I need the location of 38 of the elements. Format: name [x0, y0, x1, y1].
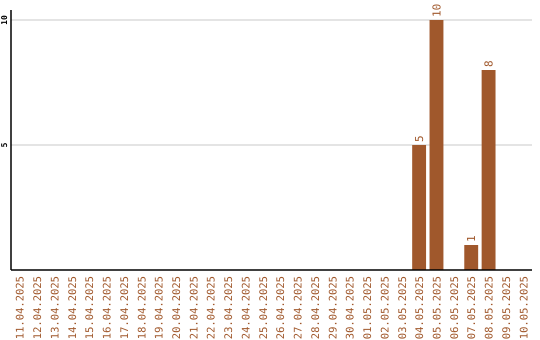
x-tick-label: 08.05.2025: [484, 276, 496, 340]
x-tick-label: 28.04.2025: [310, 276, 322, 340]
data-label: 5: [413, 135, 426, 142]
x-tick-label: 03.05.2025: [396, 276, 409, 340]
x-tick-label: 20.04.2025: [170, 276, 183, 340]
x-tick-label: 07.05.2025: [466, 276, 478, 340]
x-tick-label: 27.04.2025: [292, 276, 305, 340]
x-tick-label: 16.04.2025: [102, 276, 114, 340]
x-tick-label: 10.05.2025: [518, 276, 530, 340]
x-tick-label: 21.04.2025: [188, 276, 200, 340]
x-tick-label: 15.04.2025: [84, 276, 96, 340]
x-tick-label: 17.04.2025: [118, 276, 131, 340]
x-tick-label: 04.05.2025: [414, 276, 426, 340]
data-label: 8: [482, 60, 496, 67]
x-tick-label: 11.04.2025: [14, 276, 27, 340]
x-tick-label: 14.04.2025: [66, 276, 79, 340]
x-tick-label: 23.04.2025: [223, 276, 236, 340]
x-tick-label: 06.05.2025: [448, 276, 461, 340]
x-tick-label: 29.04.2025: [327, 276, 340, 340]
x-tick-label: 02.05.2025: [379, 276, 392, 340]
x-tick-label: 24.04.2025: [240, 276, 252, 340]
x-tick-label: 25.04.2025: [258, 276, 270, 340]
x-tick-label: 22.04.2025: [206, 276, 218, 340]
bar: [482, 70, 496, 270]
data-label: 10: [430, 4, 444, 17]
x-tick-label: 13.04.2025: [49, 276, 62, 340]
x-tick-label: 12.04.2025: [32, 276, 44, 340]
x-tick-label: 26.04.2025: [275, 276, 288, 340]
bar: [464, 245, 478, 270]
bar: [430, 20, 444, 270]
x-tick-label: 30.04.2025: [344, 276, 357, 340]
x-tick-label: 05.05.2025: [431, 276, 444, 340]
x-tick-label: 18.04.2025: [136, 276, 148, 340]
data-label: 1: [465, 235, 478, 242]
bar: [412, 145, 426, 270]
x-tick-label: 19.04.2025: [154, 276, 166, 340]
x-tick-label: 01.05.2025: [362, 276, 374, 340]
x-tick-label: 09.05.2025: [500, 276, 513, 340]
